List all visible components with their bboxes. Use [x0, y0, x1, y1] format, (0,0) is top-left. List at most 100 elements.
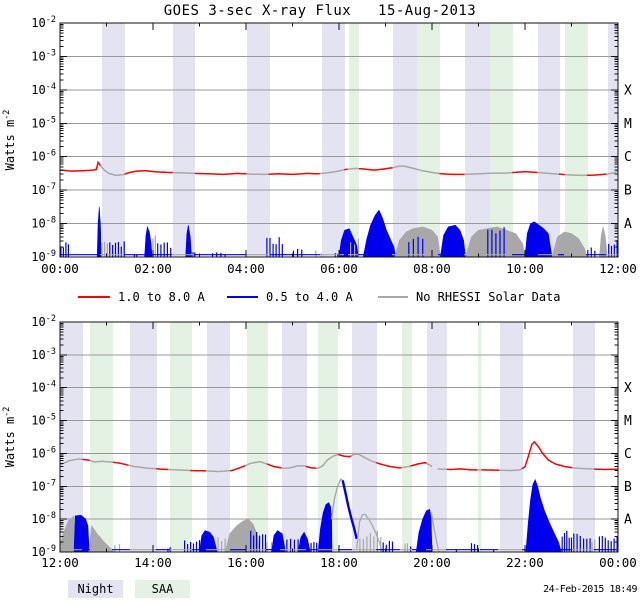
- legend-line-blue-icon: [227, 296, 258, 298]
- x-tick-label: 08:00: [413, 261, 451, 276]
- long-channel-curve: [156, 468, 169, 471]
- long-channel-curve: [59, 160, 102, 172]
- y-tick-label: 10-4: [31, 380, 56, 395]
- creation-timestamp: 24-Feb-2015 18:49: [543, 584, 637, 595]
- long-channel-curve: [59, 458, 83, 466]
- saa-band: [564, 23, 588, 257]
- long-channel-curve: [564, 173, 587, 177]
- legend-line-red-icon: [78, 296, 110, 298]
- flux-class-letter: X: [624, 83, 632, 98]
- short-channel-cluster: [415, 508, 433, 553]
- y-tick-label: 10-4: [31, 82, 56, 97]
- legend-label-short-channel: 0.5 to 4.0 A: [266, 290, 353, 304]
- night-band: [352, 322, 378, 552]
- y-tick-label: 10-3: [31, 48, 56, 63]
- night-band: [499, 322, 524, 552]
- long-channel-curve: [112, 461, 129, 466]
- x-tick-label: 12:00: [41, 555, 79, 570]
- x-tick-label: 22:00: [506, 555, 544, 570]
- saa-band: [478, 322, 482, 552]
- long-channel-curve: [606, 170, 619, 175]
- long-channel-curve: [401, 465, 411, 469]
- short-channel-cluster: [317, 502, 333, 553]
- y-tick-label: 10-6: [31, 445, 56, 460]
- long-channel-curve: [316, 453, 339, 469]
- saa-band: [318, 322, 339, 552]
- short-channel-cluster: [73, 514, 90, 553]
- long-channel-curve: [392, 165, 440, 175]
- long-channel-curve: [244, 460, 268, 467]
- saa-band: [417, 23, 440, 257]
- x-tick-label: 10:00: [506, 261, 544, 276]
- x-tick-label: 20:00: [413, 555, 451, 570]
- short-channel-curve: [330, 478, 344, 520]
- long-channel-curve: [410, 461, 427, 467]
- long-channel-curve: [319, 169, 345, 175]
- long-channel-curve: [305, 465, 317, 469]
- long-channel-curve: [537, 171, 559, 175]
- night-band: [426, 322, 447, 552]
- long-channel-curve: [446, 468, 478, 471]
- flux-class-letter: C: [624, 447, 632, 462]
- long-channel-curve: [230, 464, 246, 472]
- long-channel-curve: [343, 168, 348, 171]
- night-legend-label: Night: [77, 582, 114, 596]
- long-channel-curve: [124, 170, 173, 175]
- long-channel-curve: [375, 461, 402, 469]
- x-tick-label: 02:00: [134, 261, 172, 276]
- long-channel-curve: [246, 173, 269, 176]
- night-band: [572, 322, 596, 552]
- night-band: [392, 23, 418, 257]
- long-channel-curve: [206, 469, 231, 473]
- short-channel-cluster: [362, 209, 397, 258]
- long-channel-curve: [358, 166, 393, 171]
- saa-band: [401, 322, 413, 552]
- night-band: [465, 23, 491, 257]
- x-tick-label: 16:00: [227, 555, 265, 570]
- long-channel-curve: [586, 173, 607, 177]
- night-band: [101, 23, 126, 257]
- flux-class-letter: B: [624, 480, 632, 495]
- short-channel-cluster: [465, 226, 526, 258]
- flux-class-letter: B: [624, 184, 632, 199]
- night-band: [246, 23, 271, 257]
- long-channel-curve: [89, 459, 114, 463]
- night-band: [206, 322, 231, 552]
- saa-band: [90, 322, 114, 552]
- legend-item-long-channel: 1.0 to 8.0 A: [78, 289, 205, 305]
- long-channel-curve: [128, 464, 157, 470]
- long-channel-curve: [464, 171, 513, 176]
- legend-label-no-rhessi: No RHESSI Solar Data: [416, 290, 561, 304]
- flux-class-letter: X: [624, 381, 632, 396]
- short-channel-cluster: [525, 478, 562, 553]
- y-tick-label: 10-9: [31, 544, 56, 559]
- long-channel-curve: [347, 167, 360, 170]
- long-channel-curve: [194, 172, 247, 176]
- long-channel-curve: [499, 468, 523, 472]
- long-channel-curve: [521, 440, 573, 470]
- y-tick-label: 10-6: [31, 149, 56, 164]
- legend-item-short-channel: 0.5 to 4.0 A: [227, 289, 353, 305]
- x-tick-label: 06:00: [320, 261, 358, 276]
- short-channel-cluster: [524, 221, 553, 258]
- flux-class-letter: M: [624, 117, 632, 132]
- legend-item-no-rhessi: No RHESSI Solar Data: [378, 289, 561, 305]
- saa-band: [349, 23, 359, 257]
- short-channel-cluster: [551, 231, 588, 258]
- night-band: [281, 322, 307, 552]
- y-tick-label: 10-7: [31, 478, 56, 493]
- saa-band: [246, 322, 268, 552]
- x-tick-label: 14:00: [134, 555, 172, 570]
- saa-band: [490, 23, 513, 257]
- y-tick-label: 10-9: [31, 249, 56, 264]
- y-axis-title: Watts m-2: [2, 110, 17, 171]
- night-band: [321, 23, 346, 257]
- y-tick-label: 10-3: [31, 347, 56, 362]
- night-band: [538, 23, 560, 257]
- short-channel-cluster: [144, 225, 153, 258]
- flux-class-letter: C: [624, 150, 632, 165]
- short-channel-cluster: [440, 224, 466, 258]
- x-tick-label: 04:00: [227, 261, 265, 276]
- long-channel-curve: [512, 171, 538, 174]
